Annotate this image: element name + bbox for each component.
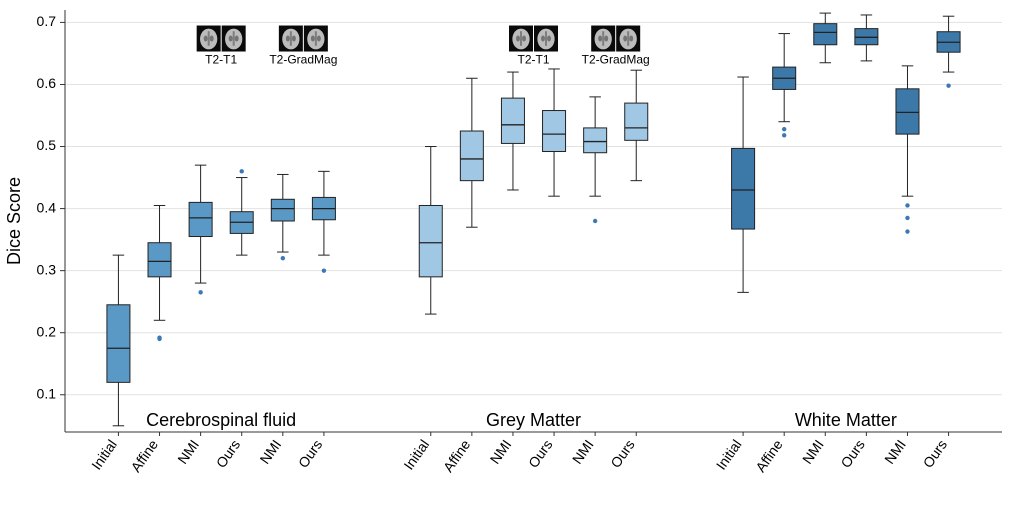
ytick-label: 0.5 — [37, 137, 57, 153]
y-axis-label: Dice Score — [4, 177, 24, 265]
outlier — [905, 203, 909, 207]
outlier — [593, 219, 597, 223]
ytick-label: 0.1 — [37, 385, 57, 401]
xtick-label: Ours — [837, 437, 868, 471]
xtick-label: Ours — [213, 437, 244, 471]
xtick-label: NMI — [881, 437, 909, 467]
ytick-label: 0.4 — [37, 199, 57, 215]
outlier — [240, 169, 244, 173]
thumbnail-label: T2-GradMag — [269, 53, 337, 67]
thumbnail-label: T2-GradMag — [582, 53, 650, 67]
outlier — [946, 84, 950, 88]
group-label: Cerebrospinal fluid — [146, 410, 296, 430]
outlier — [322, 268, 326, 272]
xtick-label: NMI — [487, 437, 515, 467]
xtick-label: NMI — [174, 437, 202, 467]
xtick-label: NMI — [256, 437, 284, 467]
outlier — [905, 229, 909, 233]
outlier — [198, 290, 202, 294]
outlier — [281, 256, 285, 260]
xtick-label: NMI — [799, 437, 827, 467]
group-label: White Matter — [795, 410, 897, 430]
outlier — [782, 133, 786, 137]
ytick-label: 0.7 — [37, 13, 57, 29]
ytick-label: 0.6 — [37, 75, 57, 91]
xtick-label: Affine — [440, 436, 474, 474]
outlier — [157, 335, 161, 339]
xtick-label: Ours — [607, 437, 638, 471]
ytick-label: 0.3 — [37, 261, 57, 277]
xtick-label: Affine — [752, 436, 786, 474]
xtick-label: Initial — [88, 437, 120, 473]
outlier — [782, 127, 786, 131]
xtick-label: Ours — [525, 437, 556, 471]
xtick-label: NMI — [569, 437, 597, 467]
ytick-label: 0.2 — [37, 323, 57, 339]
thumbnail-label: T2-T1 — [517, 53, 549, 67]
xtick-label: Initial — [713, 437, 745, 473]
xtick-label: Ours — [920, 437, 951, 471]
group-label: Grey Matter — [486, 410, 581, 430]
xtick-label: Ours — [295, 437, 326, 471]
dice-score-boxplot: 0.10.20.30.40.50.60.7Dice ScoreInitialAf… — [0, 0, 1017, 507]
thumbnail-label: T2-T1 — [205, 53, 237, 67]
outlier — [905, 216, 909, 220]
xtick-label: Initial — [400, 437, 432, 473]
xtick-label: Affine — [128, 436, 162, 474]
